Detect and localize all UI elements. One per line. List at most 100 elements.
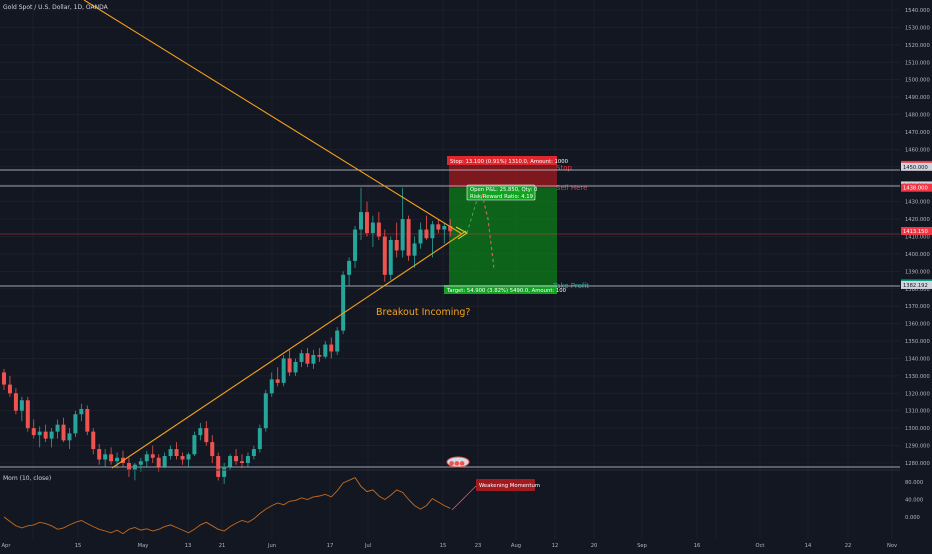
candle-body[interactable] xyxy=(115,457,120,462)
candle-body[interactable] xyxy=(103,454,108,460)
profit-zone[interactable] xyxy=(449,188,557,293)
candle-body[interactable] xyxy=(7,384,12,394)
price-axis[interactable]: 1540.000 1530.000 1520.000 1510.000 1500.000… xyxy=(900,0,932,540)
candle-body[interactable] xyxy=(293,361,298,373)
candle-body[interactable] xyxy=(109,454,114,462)
candle-body[interactable] xyxy=(394,239,399,251)
candle-body[interactable] xyxy=(61,424,66,441)
candle-body[interactable] xyxy=(180,456,185,460)
candle-body[interactable] xyxy=(55,424,60,432)
candle-body[interactable] xyxy=(204,428,209,443)
candle-body[interactable] xyxy=(49,431,54,439)
candle-body[interactable] xyxy=(192,435,197,455)
candle-body[interactable] xyxy=(329,344,334,352)
price-tag-current xyxy=(901,227,932,236)
candle-body[interactable] xyxy=(97,449,102,460)
indicator-axis[interactable]: 80.000 40.000 0.000 xyxy=(900,470,932,539)
candle-body[interactable] xyxy=(216,456,221,477)
candle-body[interactable] xyxy=(198,428,203,436)
candle-body[interactable] xyxy=(388,239,393,275)
time-axis[interactable]: Apr 15 May 13 21 Jun 17 Jul 15 23 Aug 12 20 Sep 16 Oct 1… xyxy=(0,539,932,550)
candle-body[interactable] xyxy=(132,464,137,470)
candle-body[interactable] xyxy=(257,428,262,450)
candle-body[interactable] xyxy=(430,224,435,239)
time-axis-label: 16 xyxy=(694,543,701,549)
candle-body[interactable] xyxy=(162,456,167,467)
candle-body[interactable] xyxy=(222,466,227,477)
short-position-tool[interactable]: Stop: 13.100 (0.91%) 1310.0, Amount: 100… xyxy=(444,156,589,294)
candle-body[interactable] xyxy=(341,274,346,331)
indicator-title[interactable]: Mom (10, close) xyxy=(3,475,51,482)
candle-body[interactable] xyxy=(25,400,30,429)
target-info-text: Target: 54.900 (3.82%) 5490.0, Amount: 1… xyxy=(446,288,567,294)
candle-body[interactable] xyxy=(251,449,256,457)
candle-body[interactable] xyxy=(245,456,250,463)
price-axis-label: 1470.000 xyxy=(905,130,930,136)
candle-body[interactable] xyxy=(382,236,387,275)
candle-body[interactable] xyxy=(370,222,375,234)
price-tag-label-entry: 1438.000 xyxy=(903,186,928,192)
candle-body[interactable] xyxy=(240,461,244,463)
candlestick-series[interactable] xyxy=(2,187,453,484)
candle-body[interactable] xyxy=(19,400,24,411)
candle-body[interactable] xyxy=(31,428,36,436)
candle-body[interactable] xyxy=(353,229,358,261)
candle-body[interactable] xyxy=(335,330,340,352)
symbol-title[interactable]: Gold Spot / U.S. Dollar, 1D, OANDA xyxy=(3,4,109,11)
candle-body[interactable] xyxy=(186,454,191,460)
candle-body[interactable] xyxy=(67,433,72,441)
indicator-axis-label: 80.000 xyxy=(905,480,923,486)
candle-body[interactable] xyxy=(156,457,161,467)
candle-body[interactable] xyxy=(376,222,381,237)
candle-body[interactable] xyxy=(13,393,18,411)
candle-body[interactable] xyxy=(37,431,42,436)
candle-body[interactable] xyxy=(275,379,280,383)
candle-body[interactable] xyxy=(73,414,78,434)
candle-body[interactable] xyxy=(234,456,239,462)
candle-body[interactable] xyxy=(174,449,179,457)
candle-body[interactable] xyxy=(347,260,352,275)
candle-body[interactable] xyxy=(43,431,48,439)
momentum-line[interactable] xyxy=(3,477,451,535)
candle-body[interactable] xyxy=(79,408,84,415)
loss-zone[interactable] xyxy=(449,165,557,188)
candle-body[interactable] xyxy=(287,358,292,373)
candle-body[interactable] xyxy=(406,219,411,256)
candle-body[interactable] xyxy=(317,354,322,357)
candle-body[interactable] xyxy=(210,442,215,457)
candle-body[interactable] xyxy=(364,212,369,234)
candle-body[interactable] xyxy=(2,372,6,385)
candle-body[interactable] xyxy=(85,408,90,432)
triangle-trendlines[interactable]: Breakout Incoming? xyxy=(83,0,495,469)
candle-body[interactable] xyxy=(150,454,155,458)
candle-body[interactable] xyxy=(299,353,304,362)
candle-body[interactable] xyxy=(228,456,233,467)
price-axis-label: 1490.000 xyxy=(905,95,930,101)
candle-body[interactable] xyxy=(281,358,286,383)
events-icon[interactable]: ●●● xyxy=(446,456,470,468)
candle-body[interactable] xyxy=(418,229,423,244)
candle-body[interactable] xyxy=(269,379,274,394)
candle-body[interactable] xyxy=(359,212,363,230)
candle-body[interactable] xyxy=(448,226,453,232)
lower-trendline xyxy=(111,230,467,469)
candle-body[interactable] xyxy=(263,393,268,429)
candle-body[interactable] xyxy=(442,226,447,230)
candle-body[interactable] xyxy=(424,229,429,239)
candle-body[interactable] xyxy=(126,463,131,470)
candle-body[interactable] xyxy=(311,354,316,364)
candle-body[interactable] xyxy=(138,461,143,465)
candle-body[interactable] xyxy=(305,353,310,364)
price-tag-label-level_1450: 1450.000 xyxy=(903,165,928,171)
candle-body[interactable] xyxy=(412,243,417,256)
price-axis-label: 1280.000 xyxy=(905,461,930,467)
candle-body[interactable] xyxy=(400,219,405,251)
candle-body[interactable] xyxy=(436,224,441,230)
candle-body[interactable] xyxy=(168,449,173,457)
candle-body[interactable] xyxy=(323,344,328,357)
candle-body[interactable] xyxy=(91,431,96,450)
momentum-pane[interactable]: Mom (10, close) Weakening Momentum xyxy=(0,469,900,535)
candle-body[interactable] xyxy=(144,454,149,462)
